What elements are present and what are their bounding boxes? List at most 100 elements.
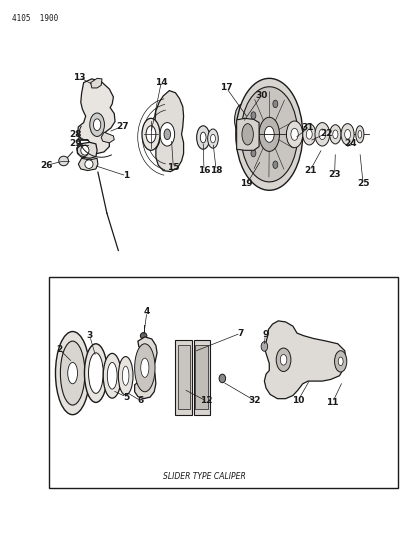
Ellipse shape <box>286 131 291 138</box>
Ellipse shape <box>103 353 121 398</box>
Ellipse shape <box>273 100 278 108</box>
Text: 4: 4 <box>144 308 150 316</box>
Bar <box>195 345 208 409</box>
Ellipse shape <box>118 357 133 395</box>
Ellipse shape <box>235 104 251 136</box>
Text: 16: 16 <box>198 166 210 175</box>
Text: 4105  1900: 4105 1900 <box>12 14 58 23</box>
Ellipse shape <box>330 125 341 144</box>
Ellipse shape <box>84 344 107 402</box>
Text: 23: 23 <box>328 171 341 179</box>
Ellipse shape <box>208 129 218 148</box>
Ellipse shape <box>160 123 175 146</box>
Ellipse shape <box>333 130 338 139</box>
Ellipse shape <box>345 130 350 139</box>
Polygon shape <box>237 118 259 150</box>
Polygon shape <box>135 337 157 399</box>
Polygon shape <box>78 145 88 157</box>
Polygon shape <box>91 78 102 88</box>
Text: 22: 22 <box>320 129 333 138</box>
Ellipse shape <box>241 87 298 182</box>
Ellipse shape <box>200 132 206 143</box>
Text: 31: 31 <box>302 124 314 132</box>
Bar <box>178 345 190 409</box>
Ellipse shape <box>264 126 274 142</box>
Ellipse shape <box>276 348 291 372</box>
Text: 13: 13 <box>73 73 86 82</box>
Ellipse shape <box>315 123 330 146</box>
Ellipse shape <box>68 362 78 384</box>
Ellipse shape <box>303 124 316 145</box>
Text: 9: 9 <box>262 330 268 339</box>
Ellipse shape <box>236 78 303 190</box>
Text: 17: 17 <box>220 84 233 92</box>
Ellipse shape <box>341 124 354 145</box>
Text: 30: 30 <box>255 92 267 100</box>
Ellipse shape <box>77 139 80 142</box>
Text: 21: 21 <box>304 166 316 175</box>
Ellipse shape <box>59 156 69 166</box>
Text: SLIDER TYPE CALIPER: SLIDER TYPE CALIPER <box>163 472 245 481</box>
Ellipse shape <box>77 143 80 147</box>
Bar <box>194 340 210 415</box>
Ellipse shape <box>251 149 256 157</box>
Ellipse shape <box>55 332 90 415</box>
Text: 28: 28 <box>69 130 82 139</box>
Ellipse shape <box>259 117 279 151</box>
Ellipse shape <box>164 129 171 140</box>
Ellipse shape <box>291 128 298 140</box>
Ellipse shape <box>107 362 117 389</box>
Ellipse shape <box>60 341 85 405</box>
Ellipse shape <box>93 119 101 131</box>
Ellipse shape <box>338 357 343 366</box>
Polygon shape <box>155 91 184 172</box>
Ellipse shape <box>146 126 156 143</box>
Polygon shape <box>78 79 115 154</box>
Text: 5: 5 <box>123 393 130 401</box>
Text: 19: 19 <box>241 180 253 188</box>
Text: 26: 26 <box>41 161 53 169</box>
Ellipse shape <box>89 353 103 393</box>
Ellipse shape <box>280 354 287 365</box>
Bar <box>49 277 398 488</box>
Text: 15: 15 <box>167 164 180 172</box>
Bar <box>175 340 192 415</box>
Text: 29: 29 <box>69 140 82 148</box>
Ellipse shape <box>356 126 364 143</box>
Ellipse shape <box>211 134 215 143</box>
Ellipse shape <box>261 342 268 351</box>
Ellipse shape <box>90 113 104 136</box>
Text: 27: 27 <box>116 122 129 131</box>
Text: 11: 11 <box>326 398 339 407</box>
Ellipse shape <box>251 112 256 119</box>
Ellipse shape <box>81 146 89 155</box>
Ellipse shape <box>219 374 226 383</box>
Text: 3: 3 <box>86 332 93 340</box>
Text: 32: 32 <box>249 397 261 405</box>
Ellipse shape <box>135 344 155 392</box>
Ellipse shape <box>319 129 326 140</box>
Ellipse shape <box>122 366 129 385</box>
Ellipse shape <box>358 131 361 138</box>
Polygon shape <box>264 321 346 399</box>
Text: 14: 14 <box>155 78 167 87</box>
Text: 24: 24 <box>345 140 357 148</box>
Text: 18: 18 <box>210 166 222 175</box>
Polygon shape <box>77 142 97 158</box>
Text: 6: 6 <box>137 397 144 405</box>
Text: 25: 25 <box>357 180 369 188</box>
Ellipse shape <box>286 121 303 148</box>
Ellipse shape <box>242 124 253 145</box>
Text: 1: 1 <box>123 172 130 180</box>
Text: 7: 7 <box>237 329 244 337</box>
Ellipse shape <box>142 118 160 150</box>
Ellipse shape <box>197 126 210 149</box>
Polygon shape <box>101 132 114 143</box>
Text: 2: 2 <box>56 345 62 353</box>
Ellipse shape <box>141 358 149 377</box>
Ellipse shape <box>273 161 278 168</box>
Text: 10: 10 <box>292 397 304 405</box>
Ellipse shape <box>85 160 93 168</box>
Polygon shape <box>78 158 98 171</box>
Text: 12: 12 <box>200 397 212 405</box>
